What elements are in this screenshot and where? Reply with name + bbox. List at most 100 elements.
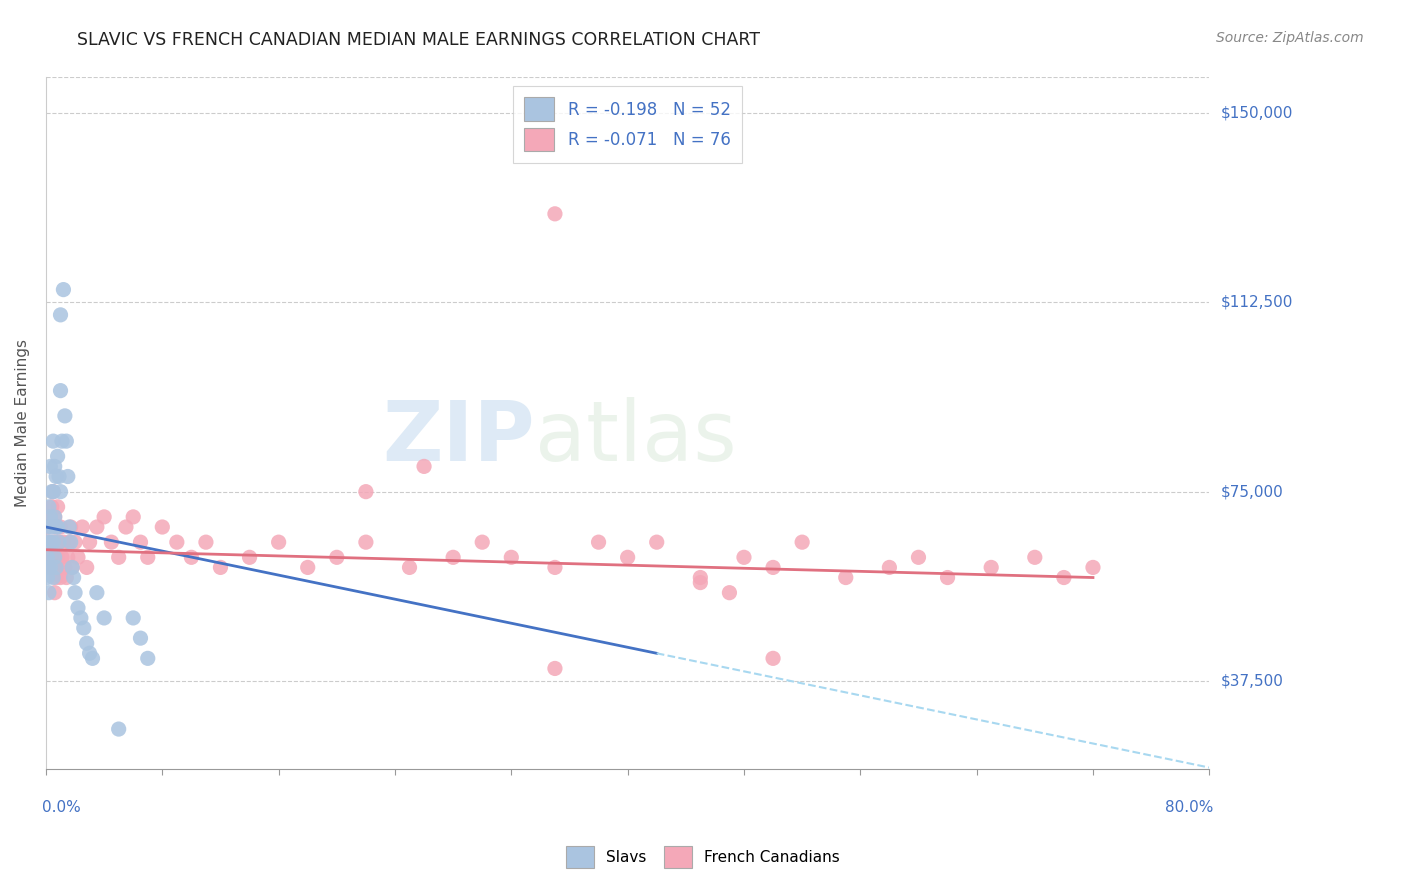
Point bbox=[238, 550, 260, 565]
Point bbox=[39, 509, 62, 524]
Point bbox=[45, 570, 67, 584]
Point bbox=[209, 560, 232, 574]
Point bbox=[588, 535, 610, 549]
Point bbox=[354, 484, 377, 499]
Point bbox=[616, 550, 638, 565]
Text: atlas: atlas bbox=[534, 397, 737, 478]
Text: $150,000: $150,000 bbox=[1220, 105, 1294, 120]
Point bbox=[718, 585, 741, 599]
Point bbox=[76, 560, 98, 574]
Point bbox=[44, 560, 66, 574]
Point bbox=[39, 535, 62, 549]
Point bbox=[58, 520, 80, 534]
Point bbox=[907, 550, 929, 565]
Point bbox=[45, 520, 67, 534]
Point bbox=[115, 520, 138, 534]
Point bbox=[39, 560, 62, 574]
Point bbox=[129, 631, 152, 645]
Point bbox=[49, 484, 72, 499]
Point bbox=[297, 560, 319, 574]
Point bbox=[1053, 570, 1076, 584]
Point bbox=[66, 550, 89, 565]
Point bbox=[1024, 550, 1046, 565]
Point bbox=[62, 570, 84, 584]
Point bbox=[42, 484, 65, 499]
Point bbox=[56, 469, 79, 483]
Point bbox=[413, 459, 436, 474]
Point bbox=[41, 520, 63, 534]
Point bbox=[51, 550, 73, 565]
Point bbox=[63, 535, 86, 549]
Point bbox=[39, 560, 62, 574]
Legend: Slavs, French Canadians: Slavs, French Canadians bbox=[558, 838, 848, 875]
Point bbox=[38, 585, 60, 599]
Point bbox=[48, 535, 70, 549]
Point bbox=[689, 575, 711, 590]
Point bbox=[762, 560, 785, 574]
Point bbox=[936, 570, 959, 584]
Point bbox=[38, 535, 60, 549]
Point bbox=[544, 207, 567, 221]
Point bbox=[42, 434, 65, 449]
Point bbox=[122, 509, 145, 524]
Point bbox=[645, 535, 668, 549]
Point bbox=[42, 535, 65, 549]
Point bbox=[39, 509, 62, 524]
Point bbox=[53, 409, 76, 423]
Point bbox=[42, 570, 65, 584]
Point bbox=[38, 535, 60, 549]
Point bbox=[49, 308, 72, 322]
Point bbox=[441, 550, 464, 565]
Point bbox=[136, 550, 159, 565]
Point bbox=[63, 585, 86, 599]
Point bbox=[86, 520, 108, 534]
Point bbox=[60, 560, 83, 574]
Point bbox=[1081, 560, 1104, 574]
Point bbox=[93, 509, 115, 524]
Point bbox=[39, 459, 62, 474]
Point bbox=[37, 520, 59, 534]
Point bbox=[46, 560, 69, 574]
Point bbox=[471, 535, 494, 549]
Point bbox=[66, 600, 89, 615]
Point bbox=[72, 520, 94, 534]
Point bbox=[733, 550, 755, 565]
Text: 0.0%: 0.0% bbox=[42, 800, 80, 814]
Point bbox=[46, 520, 69, 534]
Point bbox=[45, 520, 67, 534]
Point bbox=[42, 484, 65, 499]
Point bbox=[79, 646, 101, 660]
Point bbox=[49, 520, 72, 534]
Point bbox=[37, 520, 59, 534]
Point bbox=[762, 651, 785, 665]
Point bbox=[38, 560, 60, 574]
Point bbox=[44, 459, 66, 474]
Point bbox=[79, 535, 101, 549]
Legend: R = -0.198   N = 52, R = -0.071   N = 76: R = -0.198 N = 52, R = -0.071 N = 76 bbox=[513, 86, 742, 163]
Point bbox=[792, 535, 814, 549]
Point bbox=[326, 550, 349, 565]
Point bbox=[501, 550, 523, 565]
Point bbox=[544, 560, 567, 574]
Point bbox=[58, 535, 80, 549]
Point bbox=[46, 450, 69, 464]
Point bbox=[194, 535, 217, 549]
Text: $75,000: $75,000 bbox=[1220, 484, 1284, 500]
Point bbox=[38, 500, 60, 514]
Point bbox=[41, 484, 63, 499]
Text: $112,500: $112,500 bbox=[1220, 294, 1294, 310]
Point bbox=[980, 560, 1002, 574]
Point bbox=[48, 469, 70, 483]
Point bbox=[51, 434, 73, 449]
Point bbox=[42, 535, 65, 549]
Point bbox=[53, 560, 76, 574]
Point bbox=[44, 585, 66, 599]
Text: ZIP: ZIP bbox=[382, 397, 534, 478]
Point bbox=[46, 500, 69, 514]
Point bbox=[55, 434, 77, 449]
Point bbox=[70, 611, 93, 625]
Point bbox=[689, 570, 711, 584]
Point bbox=[82, 651, 104, 665]
Point bbox=[55, 570, 77, 584]
Point bbox=[41, 500, 63, 514]
